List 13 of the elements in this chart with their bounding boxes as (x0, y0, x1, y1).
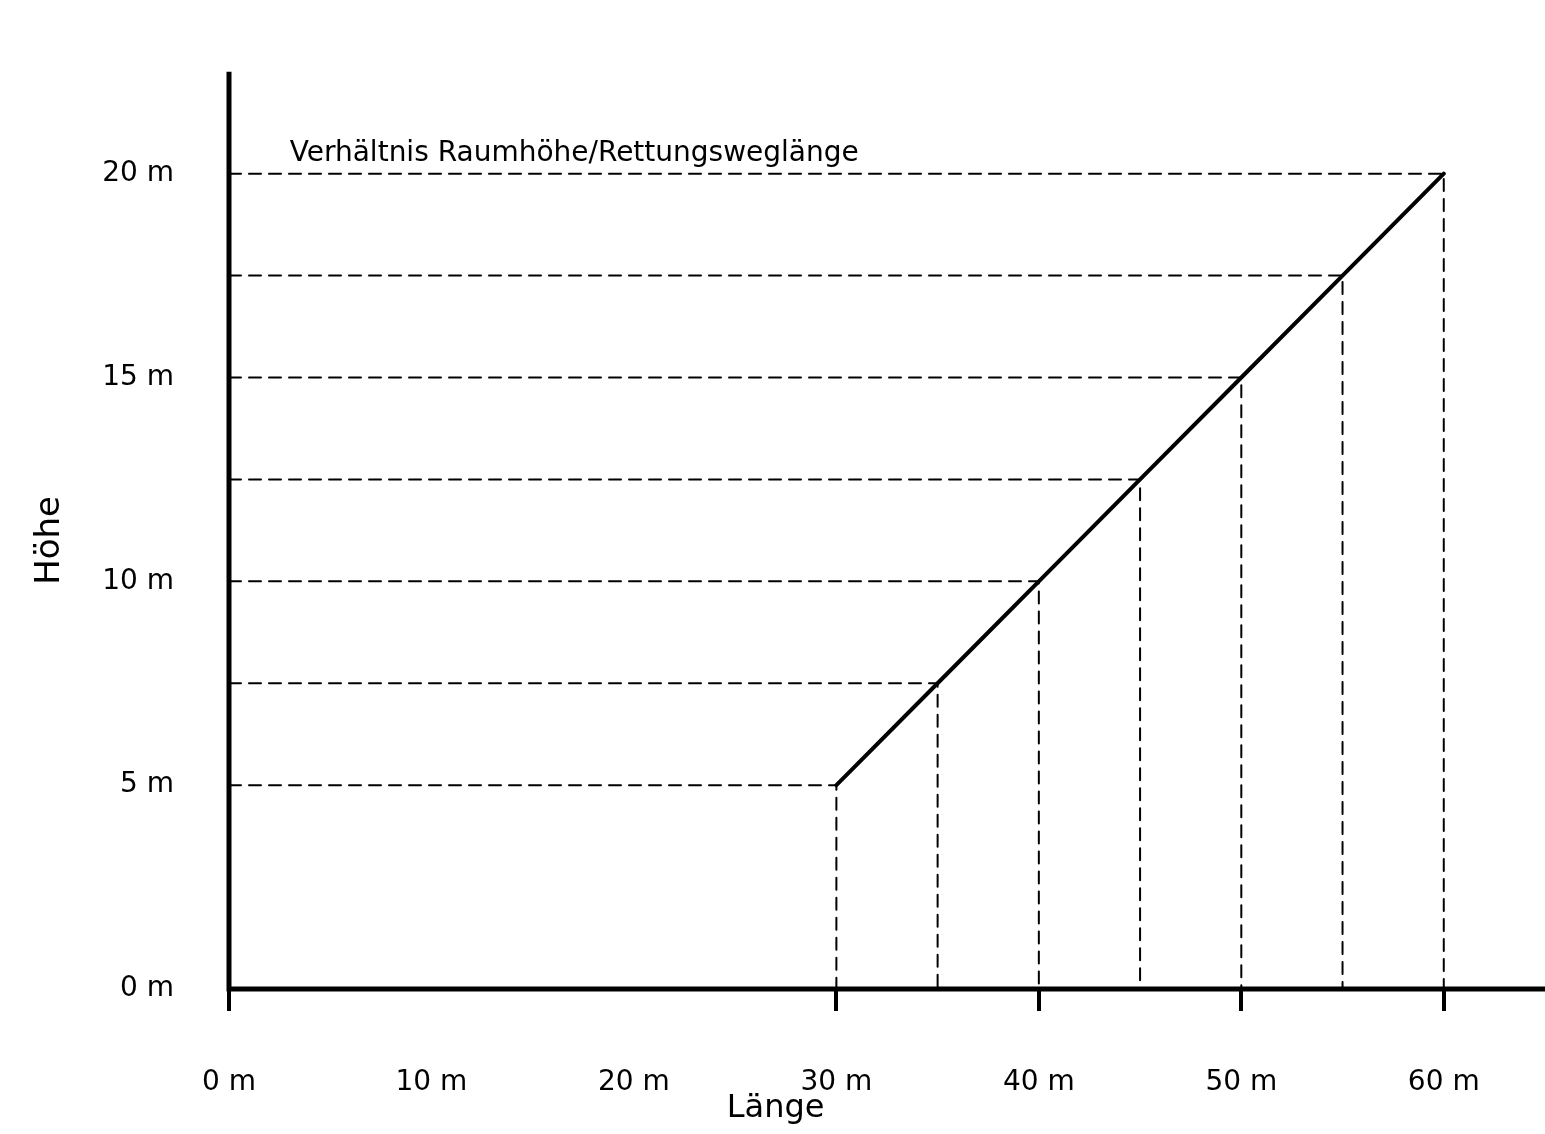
x-tick-label: 10 m (395, 1064, 468, 1098)
y-tick-label: 20 m (102, 154, 174, 188)
y-tick-label: 0 m (120, 970, 174, 1004)
x-tick-label: 40 m (1002, 1064, 1075, 1098)
x-tick-label: 50 m (1205, 1064, 1278, 1098)
y-tick-label: 5 m (120, 766, 174, 800)
y-tick-label: 15 m (102, 358, 174, 392)
y-tick-label: 10 m (102, 562, 174, 596)
x-tick-label: 60 m (1407, 1064, 1480, 1098)
y-axis-title: Höhe (26, 495, 67, 585)
text: Verhältnis Raumhöhe/Rettungsweglänge (289, 134, 859, 168)
x-tick-label: 0 m (202, 1064, 256, 1098)
x-tick-label: 20 m (598, 1064, 670, 1098)
